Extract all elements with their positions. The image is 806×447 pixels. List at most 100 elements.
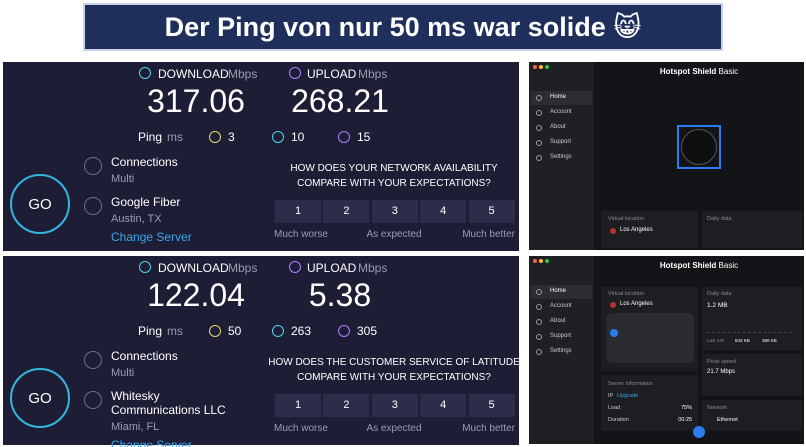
network-value: Ethernet bbox=[717, 416, 738, 423]
location: Miami, FL bbox=[111, 421, 160, 434]
server-row-value: Upgrade bbox=[617, 392, 639, 399]
download-unit: Mbps bbox=[228, 66, 258, 81]
nav-icon bbox=[536, 334, 542, 340]
rating-button[interactable] bbox=[468, 394, 515, 417]
upload-label: UPLOAD bbox=[307, 260, 357, 275]
data-used: 1.2 MB bbox=[707, 302, 728, 310]
nav-item[interactable]: Home bbox=[550, 94, 567, 101]
rating-button[interactable] bbox=[275, 200, 321, 223]
network-card bbox=[702, 400, 802, 431]
ping-unit: ms bbox=[167, 129, 183, 144]
power-button[interactable] bbox=[681, 129, 717, 165]
ping-value: 3 bbox=[228, 129, 235, 144]
server-row-label: Duration bbox=[608, 416, 629, 423]
window-control bbox=[539, 65, 543, 69]
rating-button[interactable] bbox=[420, 200, 467, 223]
nav-item[interactable]: Support bbox=[550, 139, 572, 146]
peak-card bbox=[702, 354, 802, 396]
app-title-brand: Hotspot Shield bbox=[659, 261, 717, 270]
location: Austin, TX bbox=[111, 213, 162, 226]
go-button[interactable] bbox=[10, 368, 70, 428]
daily-data-label: Daily data bbox=[707, 215, 732, 222]
download-label: DOWNLOAD bbox=[158, 66, 229, 81]
go-label[interactable]: GO bbox=[28, 196, 52, 213]
change-server-link[interactable]: Change Server bbox=[111, 229, 192, 244]
download-unit: Mbps bbox=[228, 260, 258, 275]
power-frame bbox=[677, 125, 721, 169]
go-label[interactable]: GO bbox=[28, 390, 52, 407]
globe-icon bbox=[84, 197, 102, 215]
rating-label[interactable]: 5 bbox=[488, 205, 495, 218]
download-value: 122.04 bbox=[147, 276, 245, 313]
ping-up-value: 15 bbox=[357, 129, 371, 144]
ping-down-value: 263 bbox=[291, 323, 312, 338]
ping-up-icon bbox=[338, 325, 350, 337]
ping-label: Ping bbox=[138, 129, 163, 144]
go-button[interactable] bbox=[10, 174, 70, 234]
nav-item[interactable]: About bbox=[550, 318, 566, 325]
change-server-link[interactable]: Change Server bbox=[111, 437, 192, 447]
rating-label[interactable]: 4 bbox=[440, 205, 447, 218]
rating-button[interactable] bbox=[275, 394, 321, 417]
rating-button[interactable] bbox=[468, 200, 515, 223]
rating-label[interactable]: 1 bbox=[294, 399, 302, 412]
flag-icon bbox=[610, 228, 616, 234]
connect-button[interactable] bbox=[693, 426, 705, 438]
survey-question: HOW DOES YOUR NETWORK AVAILABILITY bbox=[290, 163, 498, 174]
window-control bbox=[539, 259, 543, 263]
rating-label[interactable]: 2 bbox=[343, 205, 350, 218]
server-row-value: 75% bbox=[680, 404, 692, 411]
ping-icon bbox=[209, 131, 221, 143]
rating-label[interactable]: 3 bbox=[391, 205, 398, 218]
app-title-plan: Basic bbox=[716, 261, 739, 270]
rating-button[interactable] bbox=[323, 200, 370, 223]
scale-mid: As expected bbox=[366, 423, 422, 434]
ping-unit: ms bbox=[167, 323, 183, 338]
nav-icon bbox=[536, 289, 542, 295]
download-icon bbox=[139, 67, 151, 79]
globe-icon bbox=[84, 391, 102, 409]
location: Los Angeles bbox=[620, 227, 653, 234]
survey-question: COMPARE WITH YOUR EXPECTATIONS? bbox=[297, 178, 491, 189]
rating-label[interactable]: 2 bbox=[343, 399, 350, 412]
ping-down-value: 10 bbox=[291, 129, 305, 144]
nav-item[interactable]: About bbox=[550, 124, 566, 131]
rating-button[interactable] bbox=[371, 200, 418, 223]
download-icon bbox=[139, 261, 151, 273]
rating-button[interactable] bbox=[323, 394, 370, 417]
daily-data-label: Daily data bbox=[707, 290, 732, 297]
upload-label: UPLOAD bbox=[307, 66, 357, 81]
rating-button[interactable] bbox=[371, 394, 418, 417]
data-chart bbox=[707, 315, 792, 333]
daily-data-card bbox=[702, 211, 802, 248]
download-value: 317.06 bbox=[147, 82, 245, 119]
connections-icon bbox=[84, 351, 102, 369]
scale-low: Much worse bbox=[274, 229, 328, 240]
scale-high: Much better bbox=[462, 423, 515, 434]
upload-icon bbox=[289, 261, 301, 273]
nav-item[interactable]: Account bbox=[550, 303, 572, 310]
peak-speed: 21.7 Mbps bbox=[707, 369, 736, 376]
rating-label[interactable]: 5 bbox=[488, 399, 495, 412]
rating-button[interactable] bbox=[420, 394, 467, 417]
rating-label[interactable]: 4 bbox=[440, 399, 447, 412]
scale-high: Much better bbox=[462, 229, 515, 240]
isp-name: Google Fiber bbox=[111, 194, 181, 209]
window-control bbox=[545, 259, 549, 263]
rating-label[interactable]: 1 bbox=[294, 205, 302, 218]
server-row-value: 00:25 bbox=[678, 416, 692, 423]
connections-icon bbox=[84, 157, 102, 175]
nav-item[interactable]: Settings bbox=[550, 154, 572, 161]
nav-item[interactable]: Home bbox=[550, 288, 567, 295]
connections-label: Connections bbox=[111, 154, 178, 169]
map-pin bbox=[610, 329, 618, 337]
nav-item[interactable]: Settings bbox=[550, 348, 572, 355]
nav-icon bbox=[536, 140, 542, 146]
ping-value: 50 bbox=[228, 323, 242, 338]
location-card bbox=[601, 211, 698, 248]
virtual-location-label: Virtual location bbox=[608, 215, 644, 222]
rating-label[interactable]: 3 bbox=[391, 399, 398, 412]
nav-item[interactable]: Support bbox=[550, 333, 572, 340]
nav-item[interactable]: Account bbox=[550, 109, 572, 116]
